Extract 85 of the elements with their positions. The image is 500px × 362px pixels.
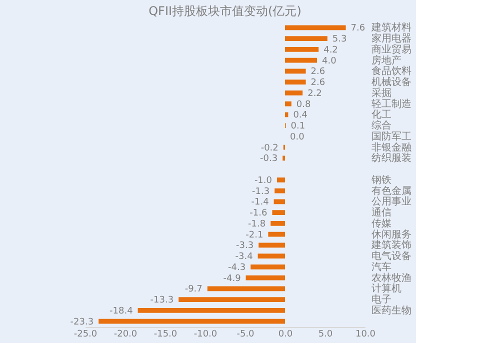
bar — [98, 318, 285, 324]
y-tick-label: 公用事业 — [372, 196, 412, 208]
data-label: -18.4 — [110, 306, 134, 316]
y-tick-label: 传媒 — [372, 218, 392, 230]
data-label: -3.3 — [236, 241, 254, 252]
data-label: 0.8 — [296, 100, 311, 110]
data-label: 0.4 — [293, 110, 308, 121]
y-tick-label: 电子 — [372, 294, 392, 306]
bar — [207, 286, 285, 292]
y-tick-label: 家用电器 — [372, 32, 412, 45]
y-tick-label: 农林牧渔 — [372, 272, 412, 284]
y-tick-label: 电气设备 — [372, 250, 412, 262]
bar — [285, 112, 288, 118]
data-label: -1.0 — [254, 176, 272, 186]
data-label: 7.6 — [350, 24, 366, 34]
y-tick-label: 机械设备 — [372, 76, 412, 88]
y-tick-label: 计算机 — [372, 282, 402, 295]
y-tick-label: 食品饮料 — [372, 65, 412, 78]
y-tick-label: 通信 — [372, 206, 392, 219]
bar — [258, 254, 285, 258]
data-label: -23.3 — [70, 317, 94, 328]
x-tick-label: -5.0 — [236, 330, 255, 340]
x-tick-label: -10.0 — [194, 330, 218, 340]
y-tick-label: 国防军工 — [372, 130, 412, 142]
data-label: 2.2 — [308, 88, 322, 99]
data-label: -1.6 — [250, 208, 268, 219]
x-tick-label: 10.0 — [355, 330, 376, 340]
bar — [178, 297, 285, 302]
x-tick-label: 0.0 — [278, 330, 293, 340]
data-label: -0.3 — [260, 154, 278, 164]
y-tick-label: 非银金融 — [372, 141, 412, 154]
bar — [285, 90, 303, 96]
data-label: 2.6 — [310, 78, 326, 88]
bar — [274, 199, 285, 204]
data-label: 0.0 — [290, 132, 305, 142]
data-label: 0.1 — [290, 122, 306, 132]
bar — [285, 36, 328, 42]
y-tick-label: 医药生物 — [372, 304, 412, 316]
data-label: 4.2 — [324, 45, 338, 56]
data-label: -4.3 — [228, 262, 246, 273]
bar — [285, 80, 306, 85]
data-label: -1.3 — [252, 186, 270, 197]
y-tick-label: 钢铁 — [370, 174, 392, 186]
y-tick-label: 商业贸易 — [372, 43, 412, 56]
bar — [258, 242, 285, 248]
data-label: -1.4 — [251, 198, 270, 208]
y-tick-label: 建筑材料 — [370, 22, 412, 34]
y-tick-label: 纺织服装 — [372, 152, 412, 164]
data-label: -13.3 — [150, 296, 174, 306]
data-label: -4.9 — [223, 274, 242, 284]
y-tick-label: 化工 — [372, 108, 392, 121]
bar — [285, 101, 292, 106]
y-tick-label: 建筑装饰 — [370, 239, 412, 252]
data-label: 4.0 — [322, 56, 337, 66]
bar — [274, 188, 285, 194]
data-label: -0.2 — [260, 143, 278, 154]
y-tick-label: 房地产 — [372, 54, 402, 66]
x-tick-label: 5.0 — [318, 330, 333, 340]
data-label: -2.1 — [246, 230, 264, 240]
data-label: -9.7 — [184, 284, 202, 295]
bar — [270, 220, 285, 226]
data-label: 5.3 — [332, 34, 347, 45]
y-tick-label: 采掘 — [372, 86, 392, 99]
data-label: -1.8 — [248, 219, 266, 230]
chart-title: QFII持股板块市值变动(亿元) — [148, 4, 302, 18]
y-tick-label: 有色金属 — [372, 184, 412, 197]
bar — [285, 47, 319, 52]
x-tick-label: -25.0 — [74, 330, 98, 340]
bar — [250, 264, 285, 270]
data-label: 2.6 — [310, 67, 326, 78]
y-tick-label: 综合 — [372, 120, 392, 132]
bar — [285, 25, 346, 30]
x-tick-label: -20.0 — [114, 330, 138, 340]
bar — [268, 232, 285, 237]
bar — [246, 275, 285, 280]
data-label: -3.4 — [235, 252, 254, 262]
y-tick-label: 休闲服务 — [372, 228, 412, 240]
y-tick-label: 轻工制造 — [372, 98, 412, 110]
bar — [285, 68, 306, 74]
y-tick-label: 汽车 — [372, 260, 392, 273]
bar — [272, 210, 285, 216]
x-tick-label: -15.0 — [154, 330, 178, 340]
bar — [277, 177, 285, 182]
bar — [285, 58, 317, 63]
bar — [138, 308, 285, 313]
